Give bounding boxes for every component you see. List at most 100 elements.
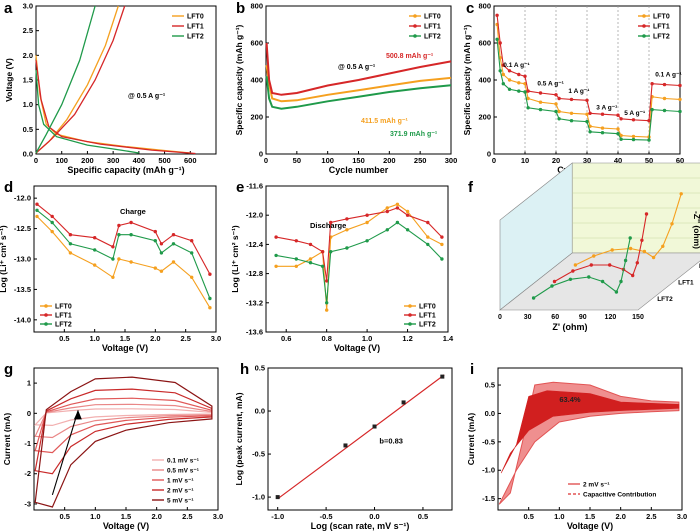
- legend-label-LFT0: LFT0: [55, 304, 72, 311]
- data-point-LFT1: [498, 41, 502, 45]
- data-point-LFT2: [631, 137, 636, 142]
- data-point-LFT1: [329, 220, 333, 225]
- rate-label: 5 A g⁻¹: [624, 110, 645, 117]
- data-point-LFT1: [631, 273, 635, 278]
- series-line-LFT0: [265, 65, 452, 103]
- y-tick-label: -13.2: [246, 298, 263, 307]
- data-point-LFT1: [50, 214, 54, 219]
- legend-label-LFT1: LFT1: [187, 24, 204, 31]
- data-point-LFT1: [507, 69, 512, 73]
- x-tick-label: 3.0: [213, 512, 223, 521]
- depth-label-LFT1: LFT1: [678, 280, 694, 287]
- data-point-LFT1: [117, 223, 121, 228]
- data-point-LFT2: [569, 119, 574, 123]
- annotation-rate: @ 0.5 A g⁻¹: [128, 93, 166, 100]
- legend-label-LFT1: LFT1: [55, 313, 72, 320]
- data-point-LFT1: [365, 213, 369, 217]
- y-tick-label: -12.4: [246, 240, 264, 249]
- data-point-LFT2: [498, 69, 502, 73]
- data-point-LFT0: [651, 255, 656, 260]
- y-tick-label: -13.6: [246, 328, 263, 337]
- data-point-LFT1: [662, 82, 667, 87]
- legend-marker: [44, 313, 48, 317]
- y-tick-label: -13.5: [14, 285, 31, 294]
- y-axis-label: Log (Li⁺ cm² s⁻¹): [230, 225, 240, 293]
- x-tick-label: 100: [321, 156, 334, 165]
- data-point-LFT2: [531, 296, 536, 300]
- x-tick-label: 100: [55, 156, 68, 165]
- data-point-LFT1: [208, 272, 212, 276]
- series-line-LFT1: [265, 42, 452, 96]
- data-point-LFT0: [585, 112, 589, 116]
- data-point-LFT0: [93, 263, 97, 267]
- data-point-LFT0: [365, 220, 369, 225]
- data-point-LFT0: [308, 257, 313, 261]
- data-point-LFT1: [517, 72, 521, 77]
- data-point-LFT2: [426, 242, 430, 247]
- data-point-LFT1: [345, 217, 349, 221]
- y-tick-label: -14.0: [14, 315, 31, 324]
- data-point-LFT1: [153, 229, 157, 234]
- data-point-LFT2: [600, 131, 605, 135]
- legend-marker: [44, 304, 48, 308]
- rate-label: 0.5 A g⁻¹: [537, 81, 563, 88]
- data-point-LFT0: [325, 308, 329, 312]
- data-point-LFT0: [111, 275, 115, 279]
- data-point-LFT0: [554, 102, 558, 106]
- data-point-LFT2: [208, 296, 212, 301]
- x-tick-label: 1.0: [90, 512, 100, 521]
- data-point-LFT0: [208, 306, 212, 310]
- x-tick-label: 0.0: [369, 512, 379, 521]
- data-point-LFT0: [153, 266, 157, 270]
- x-tick-label: 250: [414, 156, 427, 165]
- x-tick-label: 20: [552, 156, 560, 165]
- legend-label-LFT1: LFT1: [653, 24, 670, 31]
- data-point-LFT2: [662, 108, 667, 113]
- data-point-LFT2: [526, 106, 530, 110]
- x-tick-label: 1.5: [121, 512, 131, 521]
- y-tick-label: -0.5: [252, 450, 265, 459]
- x-tick-label: 120: [605, 314, 617, 321]
- data-point-LFT0: [661, 244, 665, 248]
- cv-loop-2: [34, 397, 213, 454]
- x-tick-label: 600: [184, 156, 197, 165]
- panel-h: -1.0 -0.5 0.0 0.5 0.5 0.0 -0.5 -1.0 Log (scan ra…: [234, 361, 453, 531]
- y-axis-label: Voltage (V): [4, 58, 14, 102]
- x-tick-label: 150: [632, 314, 644, 321]
- panel-d: 0.5 1.0 1.5 2.0 2.5 3.0 -12.0 -12.5 -13.0 -13.5 -1…: [0, 179, 221, 353]
- data-point-LFT2: [501, 82, 505, 86]
- data-point-LFT0: [171, 260, 176, 264]
- x-tick-label: 2.5: [646, 512, 656, 521]
- legend-label: Capacitive Contribution: [583, 492, 656, 499]
- data-point-LFT0: [274, 264, 278, 268]
- panel-a: 0 100 200 300 400 500 600 0.0 0.5 1.0 1.5 2.0 2.5 3.0…: [4, 0, 217, 175]
- panel-letter: d: [4, 179, 13, 196]
- data-point-LFT1: [631, 118, 636, 122]
- data-point-LFT2: [619, 279, 623, 284]
- z-axis-label: -Z'' (ohm): [692, 211, 700, 249]
- x-tick-label: 0: [34, 156, 38, 165]
- y-axis-label: Specific capacity (mAh g⁻¹): [462, 24, 472, 135]
- panel-letter: h: [240, 361, 249, 378]
- y-tick-label: -2: [24, 469, 31, 478]
- data-point-LFT1: [274, 235, 278, 239]
- data-point-LFT1: [538, 91, 543, 95]
- x-tick-label: 2.5: [180, 334, 190, 343]
- legend-label-LFT2: LFT2: [187, 34, 204, 41]
- annotation-discharge: Discharge: [310, 221, 346, 230]
- x-axis-label: Voltage (V): [102, 343, 148, 353]
- legend-marker: [413, 24, 417, 28]
- data-point-LFT1: [190, 239, 194, 243]
- data-point-LFT2: [554, 109, 558, 114]
- panel-g: 0.5 1.0 1.5 2.0 2.5 3.0 1 0 -1 -2 -3 Voltage (V) Cur…: [2, 361, 223, 531]
- data-point-LFT0: [345, 228, 349, 232]
- data-point-LFT1: [171, 233, 176, 237]
- data-point-LFT0: [662, 96, 667, 101]
- series-line-LFT2: [36, 209, 211, 299]
- x-axis-label: Cycle number: [329, 165, 389, 175]
- y-tick-label: -3: [24, 499, 31, 508]
- data-point-LFT2: [623, 258, 628, 263]
- panel-letter: f: [468, 179, 474, 196]
- y-tick-label: -12.0: [246, 211, 263, 220]
